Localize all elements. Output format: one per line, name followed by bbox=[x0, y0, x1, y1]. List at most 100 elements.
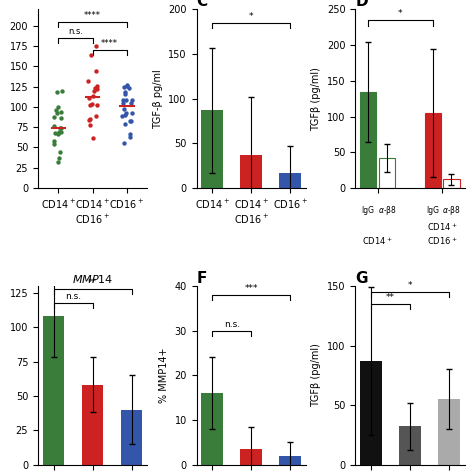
Bar bbox=[240, 155, 262, 188]
Text: G: G bbox=[355, 271, 368, 286]
Point bbox=[91, 84, 99, 91]
Point bbox=[121, 88, 129, 96]
Point bbox=[122, 109, 130, 117]
Bar bbox=[240, 449, 262, 465]
Text: n.s.: n.s. bbox=[224, 320, 240, 329]
Bar bbox=[121, 410, 142, 465]
Point bbox=[59, 87, 66, 95]
Point bbox=[55, 154, 63, 162]
Bar bbox=[379, 158, 395, 188]
Point bbox=[54, 131, 62, 138]
Point bbox=[55, 104, 62, 111]
Point bbox=[57, 124, 64, 132]
Point bbox=[128, 117, 135, 124]
Point bbox=[57, 108, 64, 116]
Point bbox=[128, 96, 136, 104]
Point bbox=[127, 99, 135, 107]
Point bbox=[53, 88, 60, 96]
Text: n.s.: n.s. bbox=[65, 292, 81, 301]
Text: ***: *** bbox=[245, 284, 258, 293]
Point bbox=[53, 106, 60, 114]
Point bbox=[53, 109, 61, 117]
Text: F: F bbox=[197, 271, 207, 286]
Point bbox=[93, 101, 101, 109]
Point bbox=[121, 111, 129, 118]
Point bbox=[92, 112, 100, 120]
Bar bbox=[360, 91, 376, 188]
Point bbox=[89, 92, 97, 100]
Title: $\mathit{MMP14}$: $\mathit{MMP14}$ bbox=[72, 273, 113, 285]
Bar bbox=[438, 399, 460, 465]
Point bbox=[120, 83, 128, 91]
Point bbox=[119, 96, 127, 104]
Point bbox=[121, 91, 129, 98]
Point bbox=[128, 109, 136, 117]
Text: $\alpha$-β8: $\alpha$-β8 bbox=[442, 204, 461, 217]
Point bbox=[120, 105, 128, 113]
Point bbox=[50, 122, 58, 129]
Text: ****: **** bbox=[101, 39, 118, 48]
Point bbox=[93, 85, 100, 93]
Text: IgG: IgG bbox=[426, 206, 439, 215]
Point bbox=[92, 67, 100, 74]
Y-axis label: TGFβ (pg/ml): TGFβ (pg/ml) bbox=[311, 67, 321, 131]
Bar bbox=[425, 113, 441, 188]
Point bbox=[57, 128, 65, 136]
Point bbox=[51, 129, 58, 137]
Text: **: ** bbox=[386, 293, 395, 302]
Point bbox=[89, 135, 97, 142]
Point bbox=[118, 112, 126, 120]
Bar bbox=[43, 316, 64, 465]
Point bbox=[56, 148, 64, 155]
Y-axis label: TGF-β pg/ml: TGF-β pg/ml bbox=[153, 69, 163, 128]
Text: IgG: IgG bbox=[362, 206, 374, 215]
Point bbox=[87, 51, 94, 59]
Point bbox=[55, 128, 63, 136]
Point bbox=[50, 140, 57, 147]
Point bbox=[90, 87, 98, 95]
Text: *: * bbox=[398, 9, 403, 18]
Text: C: C bbox=[197, 0, 208, 9]
Point bbox=[87, 101, 94, 109]
Text: n.s.: n.s. bbox=[68, 27, 83, 36]
Point bbox=[126, 130, 134, 137]
Bar bbox=[360, 361, 382, 465]
Point bbox=[84, 78, 92, 85]
Point bbox=[120, 139, 128, 146]
Point bbox=[51, 113, 58, 120]
Point bbox=[127, 118, 134, 125]
Y-axis label: TGFβ (pg/ml): TGFβ (pg/ml) bbox=[311, 343, 321, 407]
Point bbox=[93, 82, 100, 89]
Text: **: ** bbox=[88, 278, 97, 287]
Point bbox=[50, 137, 57, 145]
Bar bbox=[399, 427, 420, 465]
Point bbox=[122, 96, 130, 104]
Point bbox=[122, 120, 129, 128]
Bar bbox=[201, 110, 223, 188]
Bar bbox=[280, 173, 301, 188]
Point bbox=[125, 84, 133, 92]
Point bbox=[126, 133, 134, 141]
Point bbox=[86, 121, 94, 129]
Text: D: D bbox=[355, 0, 368, 9]
Point bbox=[85, 94, 93, 101]
Point bbox=[88, 100, 95, 108]
Point bbox=[57, 114, 65, 122]
Point bbox=[92, 42, 100, 49]
Bar bbox=[201, 393, 223, 465]
Point bbox=[86, 115, 94, 122]
Bar bbox=[443, 179, 460, 188]
Point bbox=[123, 82, 131, 90]
Point bbox=[56, 124, 64, 132]
Point bbox=[55, 158, 62, 165]
Text: ****: **** bbox=[84, 11, 101, 20]
Point bbox=[123, 82, 131, 89]
Text: CD14$^+$
CD16$^+$: CD14$^+$ CD16$^+$ bbox=[427, 222, 457, 247]
Text: *: * bbox=[408, 281, 412, 290]
Point bbox=[86, 117, 93, 124]
Y-axis label: % MMP14+: % MMP14+ bbox=[159, 347, 169, 403]
Text: *: * bbox=[249, 12, 254, 21]
Point bbox=[119, 100, 127, 107]
Bar bbox=[280, 456, 301, 465]
Text: CD14$^+$: CD14$^+$ bbox=[362, 235, 393, 247]
